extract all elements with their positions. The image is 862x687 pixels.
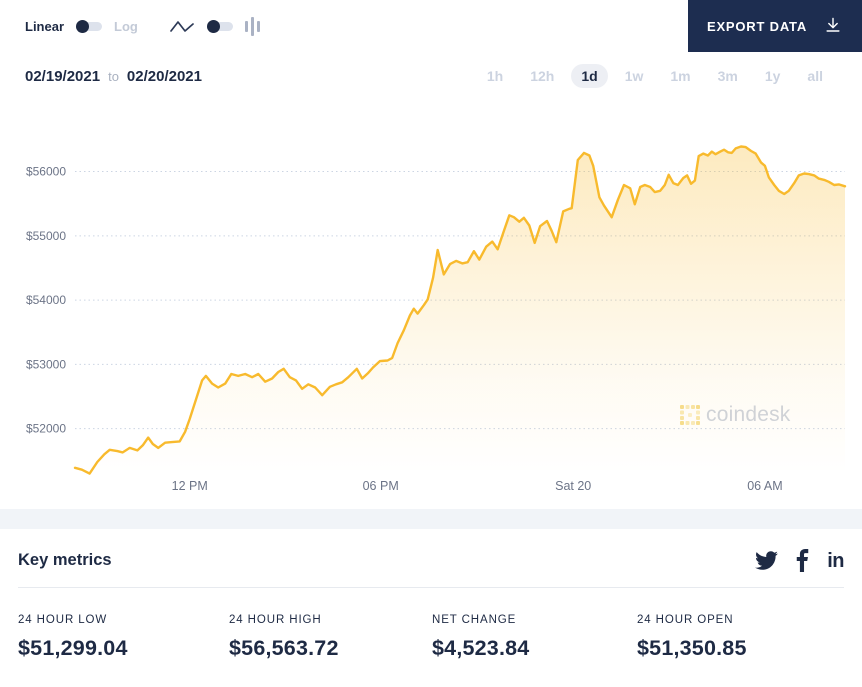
metric-label: 24 HOUR OPEN	[637, 614, 734, 626]
facebook-share-icon[interactable]	[796, 549, 809, 572]
export-data-label: EXPORT DATA	[706, 18, 808, 34]
key-metrics-title: Key metrics	[18, 551, 112, 569]
x-axis-tick: 12 PM	[172, 479, 208, 493]
metric-value: $4,523.84	[432, 636, 530, 660]
range-button-1d[interactable]: 1d	[571, 64, 608, 88]
download-icon	[823, 16, 843, 36]
price-line	[73, 145, 847, 475]
key-metrics-divider	[18, 587, 844, 588]
metric-cell: 24 HOUR OPEN $51,350.85	[637, 614, 844, 661]
top-toolbar: Linear Log EXPORT DATA	[0, 0, 862, 52]
price-chart-canvas[interactable]: $52000 $53000 $54000 $55000 $56000 12 PM 06 PM…	[0, 100, 862, 500]
date-range-separator: to	[108, 68, 119, 84]
x-axis-tick: 06 PM	[363, 479, 399, 493]
metric-label: NET CHANGE	[432, 614, 517, 626]
bar-chart-icon	[244, 16, 262, 36]
metric-cell: 24 HOUR HIGH $56,563.72	[229, 614, 432, 661]
range-button-all[interactable]: all	[807, 68, 823, 84]
line-chart-icon	[169, 19, 195, 34]
range-button-1y[interactable]: 1y	[764, 68, 781, 84]
linkedin-share-icon[interactable]: in	[827, 549, 844, 572]
y-axis-tick: $54000	[26, 293, 66, 307]
key-metrics-section: Key metrics in 24 HOUR LOW $51,299.04 24 H…	[0, 529, 862, 661]
x-axis-tick: 06 AM	[747, 479, 782, 493]
start-date[interactable]: 02/19/2021	[25, 67, 101, 85]
range-button-1m[interactable]: 1m	[670, 68, 691, 84]
section-separator-band	[0, 509, 862, 529]
metric-value: $56,563.72	[229, 636, 339, 660]
end-date[interactable]: 02/20/2021	[126, 67, 202, 85]
social-share-buttons: in	[755, 549, 844, 572]
export-data-button[interactable]: EXPORT DATA	[688, 0, 862, 52]
metric-label: 24 HOUR HIGH	[229, 614, 322, 626]
line-bar-toggle[interactable]	[206, 19, 233, 33]
range-button-1w[interactable]: 1w	[624, 68, 644, 84]
y-axis-tick: $56000	[26, 165, 66, 179]
scale-controls: Linear Log	[0, 19, 138, 34]
date-range-picker[interactable]: 02/19/2021 to 02/20/2021	[25, 68, 202, 85]
metric-value: $51,299.04	[18, 636, 128, 660]
price-area	[75, 146, 845, 474]
y-axis-tick: $52000	[26, 422, 66, 436]
price-chart[interactable]: coindesk $52000$53000$54000$55000$560001…	[0, 100, 862, 500]
chart-type-controls	[169, 16, 262, 36]
x-axis-tick: Sat 20	[555, 479, 591, 493]
metrics-row: 24 HOUR LOW $51,299.04 24 HOUR HIGH $56,563…	[18, 588, 844, 661]
toggle-knob	[206, 19, 220, 33]
y-axis-tick: $53000	[26, 357, 66, 371]
date-range-row: 02/19/2021 to 02/20/2021 1h 12h 1d 1w 1m 3m 1y…	[0, 52, 862, 100]
metric-value: $51,350.85	[637, 636, 747, 660]
range-button-3m[interactable]: 3m	[717, 68, 738, 84]
y-axis-tick: $55000	[26, 229, 66, 243]
metric-label: 24 HOUR LOW	[18, 614, 108, 626]
linear-label: Linear	[25, 18, 65, 34]
log-label: Log	[114, 18, 138, 34]
linear-log-toggle[interactable]	[76, 19, 103, 33]
range-buttons: 1h 12h 1d 1w 1m 3m 1y all	[477, 64, 833, 88]
twitter-share-icon[interactable]	[755, 551, 779, 570]
metric-cell: 24 HOUR LOW $51,299.04	[18, 614, 229, 661]
toggle-knob	[76, 19, 90, 33]
metric-cell: NET CHANGE $4,523.84	[432, 614, 637, 661]
range-button-1h[interactable]: 1h	[486, 68, 504, 84]
range-button-12h[interactable]: 12h	[530, 68, 555, 84]
